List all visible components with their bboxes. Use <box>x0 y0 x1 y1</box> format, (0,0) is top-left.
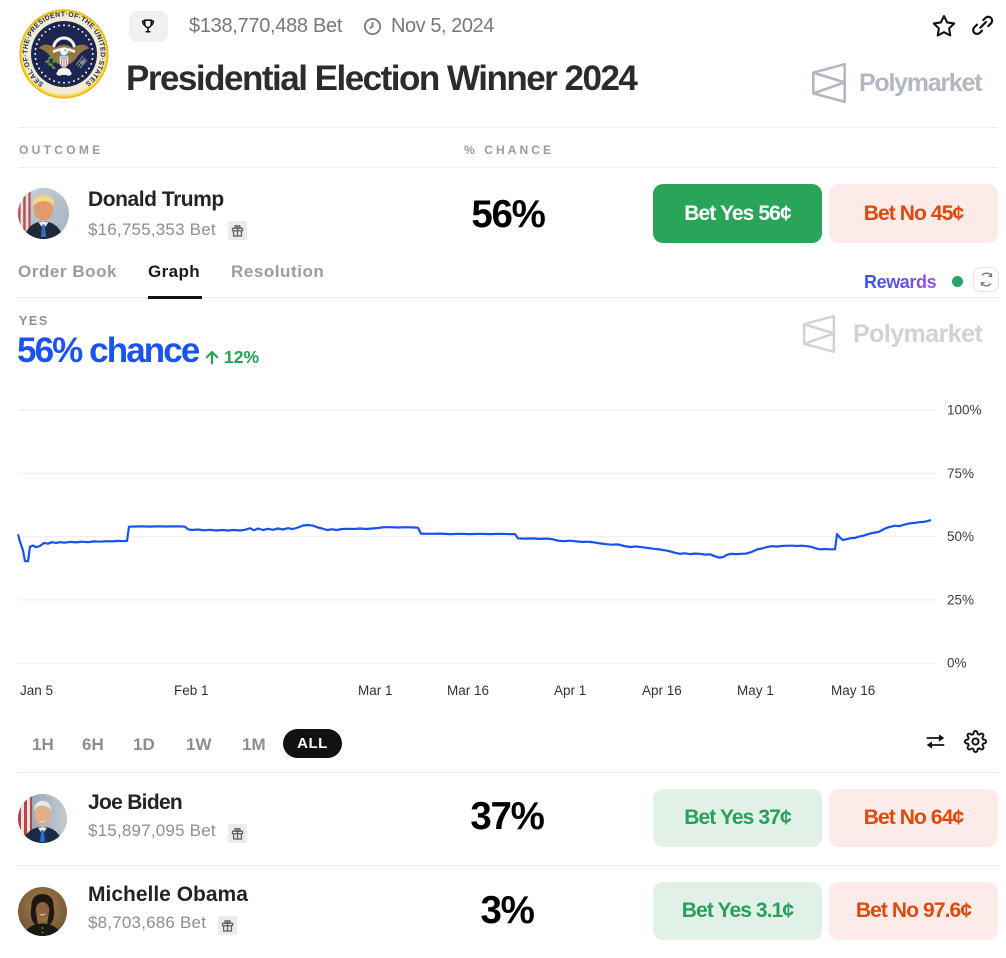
svg-text:Jan 5: Jan 5 <box>20 683 53 698</box>
svg-text:25%: 25% <box>947 592 974 607</box>
svg-text:Apr 16: Apr 16 <box>642 683 682 698</box>
svg-text:May 16: May 16 <box>831 683 875 698</box>
svg-text:Mar 16: Mar 16 <box>447 683 489 698</box>
svg-text:50%: 50% <box>947 529 974 544</box>
svg-text:Mar 1: Mar 1 <box>358 683 393 698</box>
svg-text:0%: 0% <box>947 656 967 671</box>
svg-text:Feb 1: Feb 1 <box>174 683 209 698</box>
svg-text:75%: 75% <box>947 466 974 481</box>
svg-text:May 1: May 1 <box>737 683 774 698</box>
svg-text:100%: 100% <box>947 403 982 418</box>
svg-text:Apr 1: Apr 1 <box>554 683 586 698</box>
